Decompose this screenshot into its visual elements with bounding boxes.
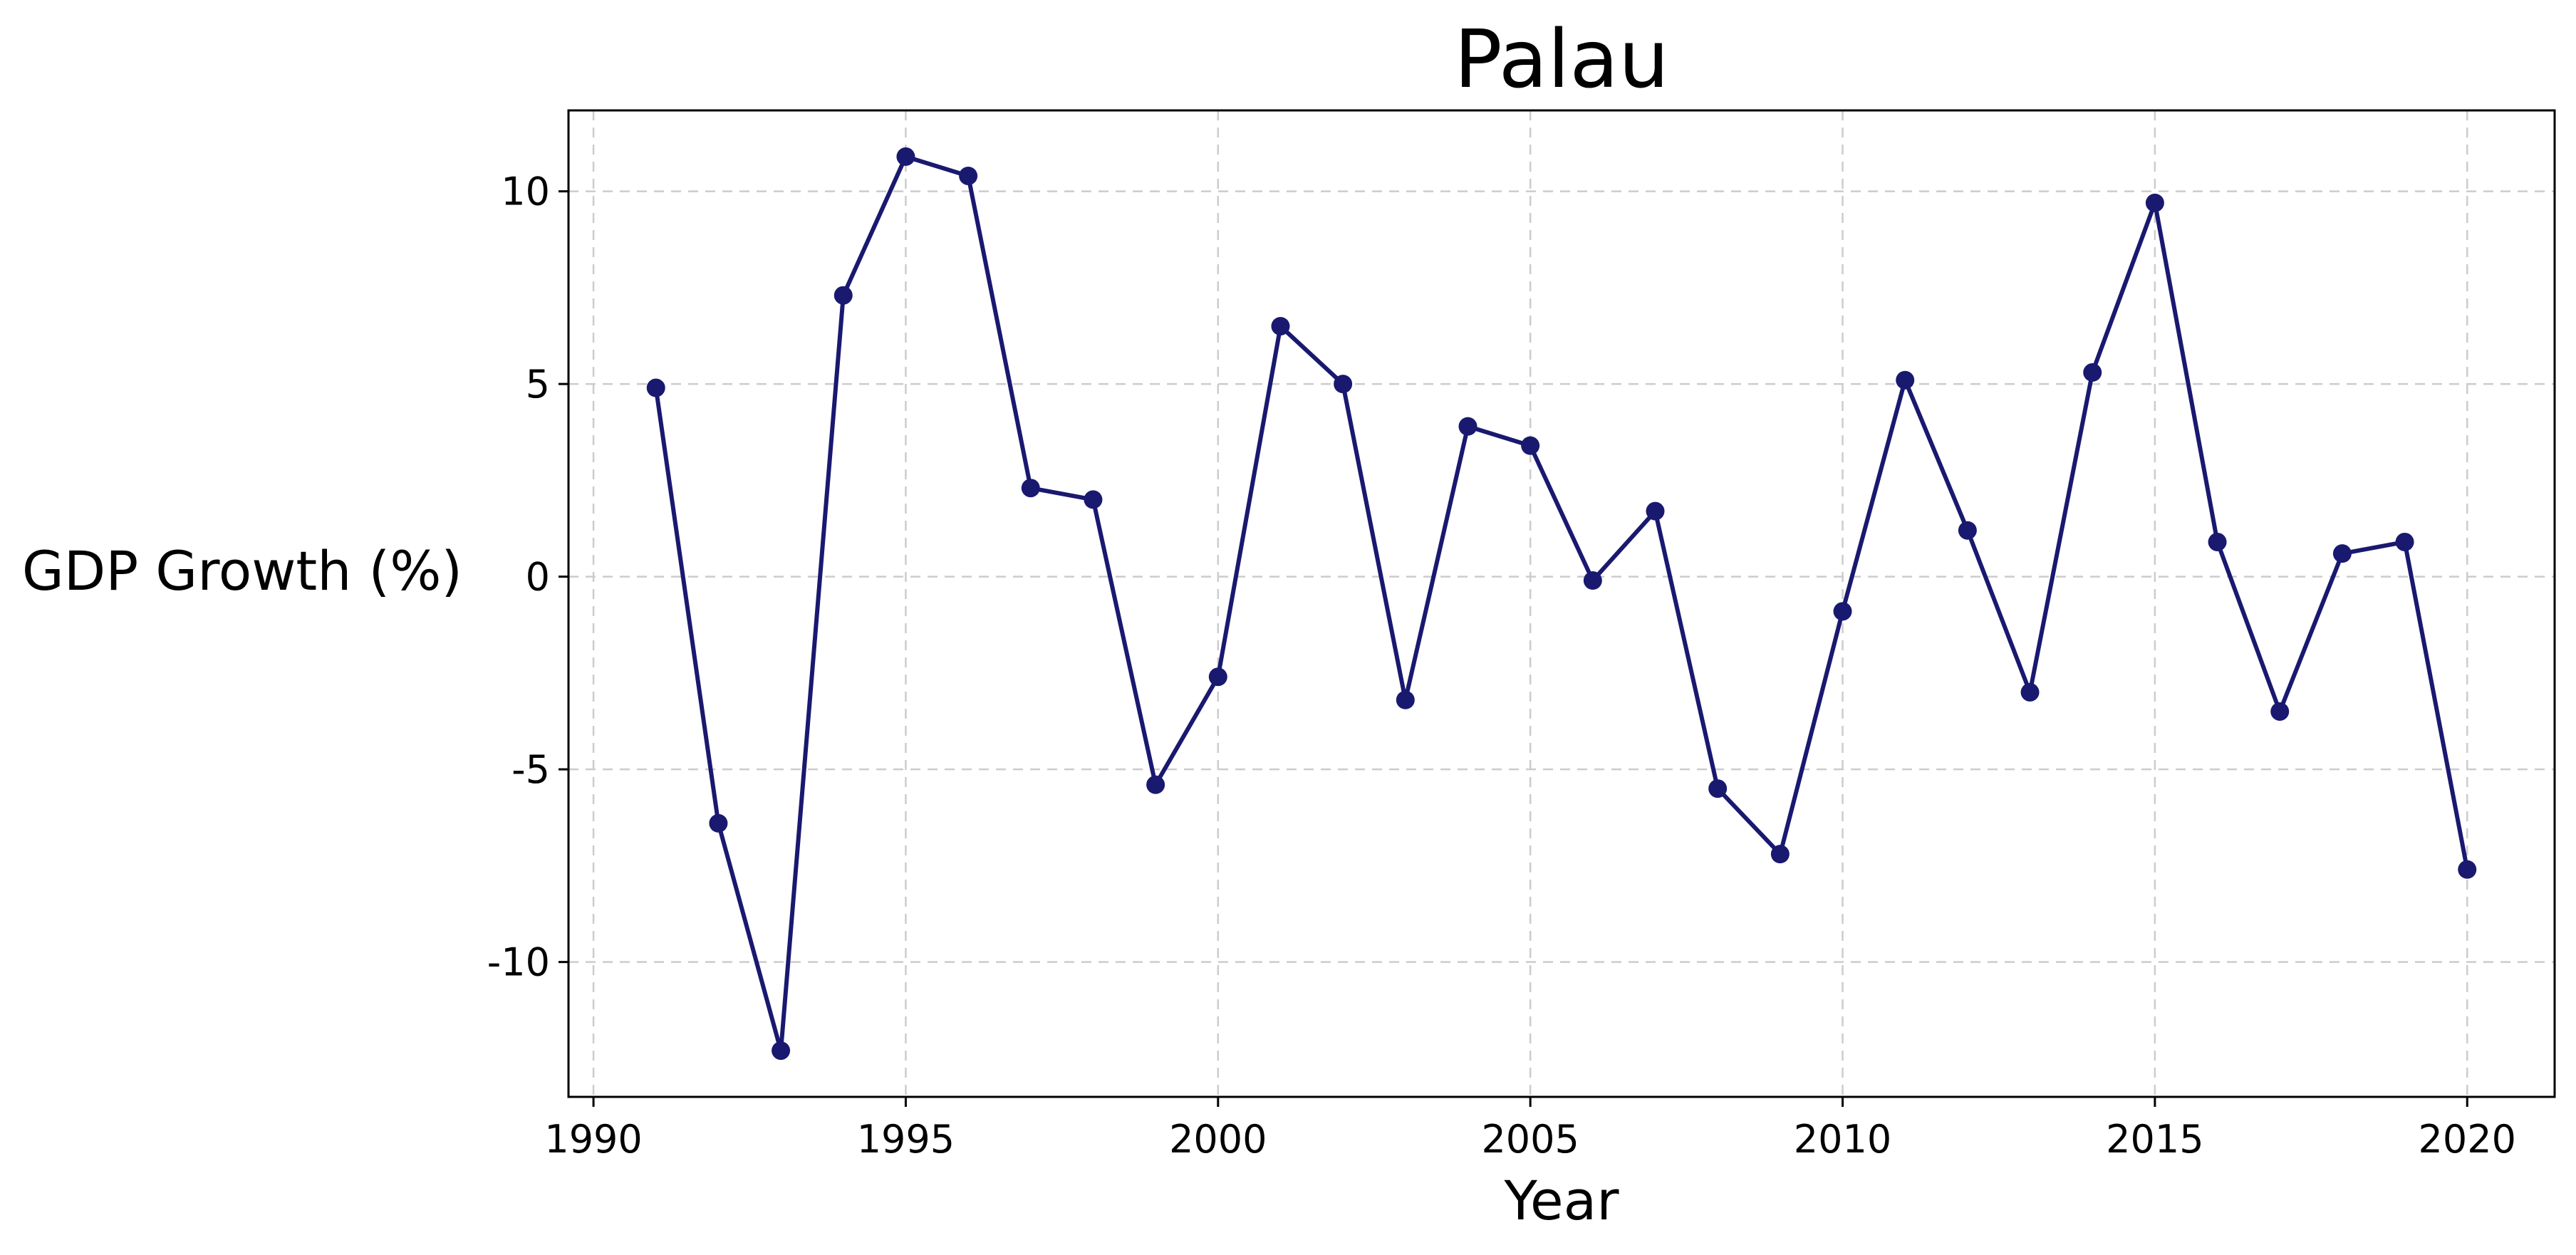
data-point bbox=[1958, 521, 1977, 540]
data-point bbox=[1896, 370, 1915, 390]
data-point bbox=[646, 378, 665, 397]
x-tick-label: 1995 bbox=[857, 1117, 955, 1162]
data-point bbox=[1458, 417, 1477, 436]
data-point bbox=[1521, 436, 1540, 455]
data-point bbox=[2270, 702, 2290, 721]
data-point bbox=[2458, 860, 2477, 879]
grid bbox=[568, 110, 2555, 1097]
y-tick-label: -10 bbox=[487, 940, 550, 985]
data-point bbox=[1833, 602, 1852, 621]
data-point bbox=[1208, 667, 1227, 687]
plot-area-frame bbox=[567, 109, 2556, 1098]
data-point bbox=[833, 286, 853, 305]
data-point bbox=[1770, 845, 1790, 864]
x-tick-label: 2010 bbox=[1794, 1117, 1891, 1162]
data-point bbox=[1646, 501, 1665, 521]
data-point bbox=[2020, 682, 2040, 702]
data-point bbox=[2145, 193, 2164, 212]
y-tick-label: 0 bbox=[526, 555, 550, 600]
series-group bbox=[646, 147, 2477, 1061]
data-point bbox=[896, 147, 915, 166]
chart-title: Palau bbox=[1454, 14, 1669, 106]
data-point bbox=[959, 166, 978, 185]
data-point bbox=[1084, 490, 1103, 509]
data-point bbox=[1396, 690, 1415, 709]
x-tick-label: 2020 bbox=[2419, 1117, 2516, 1162]
data-point bbox=[2083, 363, 2102, 382]
data-point bbox=[1583, 571, 1602, 590]
x-tick-label: 2005 bbox=[1481, 1117, 1579, 1162]
data-point bbox=[1271, 316, 1290, 335]
data-point bbox=[1021, 479, 1040, 498]
data-point bbox=[2395, 532, 2414, 551]
axis-ticks: 1990 1995 2000 2005 2010 2015 2020 -10 -5 0 5 10 bbox=[487, 170, 2516, 1162]
y-axis-label: GDP Growth (%) bbox=[22, 539, 462, 603]
x-tick-label: 2000 bbox=[1169, 1117, 1267, 1162]
data-point bbox=[2208, 532, 2227, 551]
data-point bbox=[709, 813, 728, 833]
y-tick-label: -5 bbox=[511, 747, 550, 792]
data-point bbox=[1334, 375, 1353, 394]
series-line bbox=[653, 154, 2470, 1053]
data-point bbox=[2332, 544, 2352, 563]
y-tick-label: 5 bbox=[526, 362, 550, 407]
data-point bbox=[1146, 775, 1165, 794]
y-tick-label: 10 bbox=[501, 170, 550, 214]
x-axis-label: Year bbox=[1504, 1169, 1620, 1232]
data-point bbox=[772, 1041, 791, 1061]
x-tick-label: 2015 bbox=[2106, 1117, 2203, 1162]
x-tick-label: 1990 bbox=[544, 1117, 642, 1162]
data-point bbox=[1708, 779, 1728, 798]
